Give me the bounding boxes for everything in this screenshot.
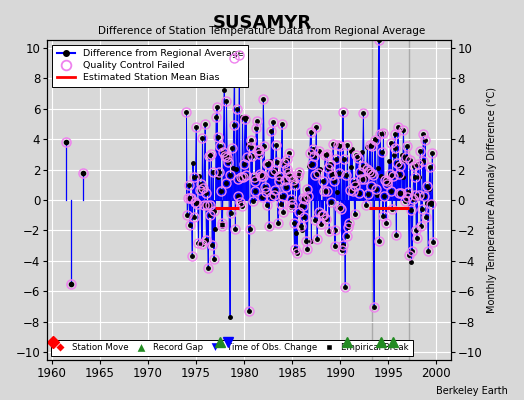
Text: Berkeley Earth: Berkeley Earth <box>436 386 508 396</box>
Legend: Station Move, Record Gap, Time of Obs. Change, Empirical Break: Station Move, Record Gap, Time of Obs. C… <box>51 340 412 356</box>
Y-axis label: Monthly Temperature Anomaly Difference (°C): Monthly Temperature Anomaly Difference (… <box>486 87 497 313</box>
Text: SUSAMYR: SUSAMYR <box>212 14 312 32</box>
Text: Difference of Station Temperature Data from Regional Average: Difference of Station Temperature Data f… <box>99 26 425 36</box>
